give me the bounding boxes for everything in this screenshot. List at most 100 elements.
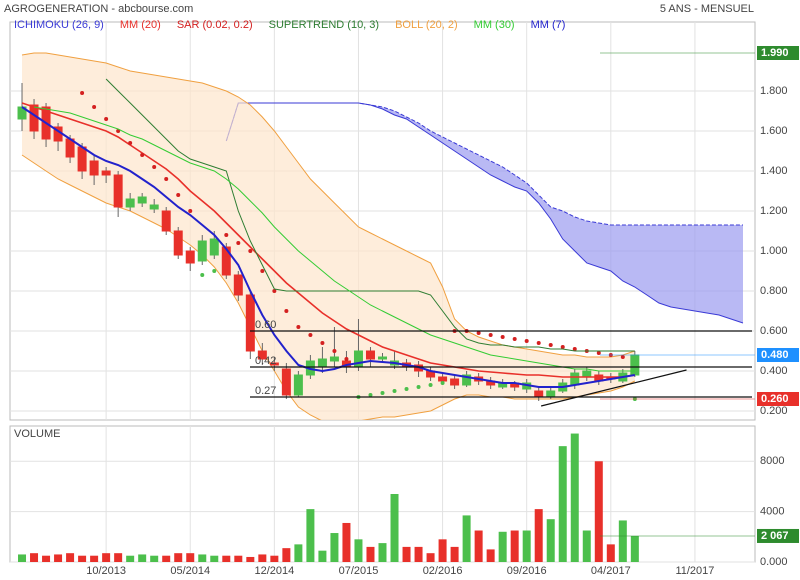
volume-bar: [510, 530, 519, 562]
sar-dot: [620, 355, 625, 359]
candle-body: [101, 170, 111, 176]
sar-dot: [320, 341, 325, 345]
volume-bar: [222, 555, 231, 562]
value-marker: [757, 528, 799, 543]
volume-bar: [438, 539, 447, 562]
volume-bar: [618, 520, 627, 562]
volume-bar: [630, 535, 639, 562]
value-marker: [757, 392, 799, 406]
volume-bar: [210, 555, 219, 562]
candle-body: [293, 374, 303, 396]
candle-body: [185, 250, 195, 264]
x-tick-label: 02/2016: [423, 565, 463, 577]
volume-bar: [282, 548, 291, 562]
sar-dot: [488, 333, 493, 337]
volume-bar: [54, 554, 63, 562]
indicator-line: [105, 78, 635, 352]
volume-bar: [30, 553, 39, 562]
sar-dot: [188, 209, 193, 213]
sar-dot: [572, 347, 577, 351]
value-marker-label: 1.990: [761, 47, 789, 59]
volume-bar: [150, 555, 159, 562]
volume-bar: [186, 553, 195, 562]
y-tick-label: 0.200: [760, 405, 788, 417]
y-tick-label: 1.400: [760, 165, 788, 177]
sar-dot: [140, 153, 145, 157]
volume-bar: [306, 509, 315, 562]
candle-body: [125, 198, 135, 208]
candle-body: [438, 376, 448, 382]
bollinger-band: [22, 53, 635, 420]
volume-bar: [102, 553, 111, 562]
y-tick-label: 1.600: [760, 125, 788, 137]
volume-bar: [318, 550, 327, 562]
value-marker: [757, 46, 799, 60]
volume-bar: [330, 533, 339, 562]
y-tick-label: 4000: [760, 506, 784, 518]
bollinger-lower: [21, 154, 636, 420]
sar-dot: [548, 343, 553, 347]
volume-bar: [294, 544, 303, 562]
legend-entry: BOLL (20, 2): [395, 19, 458, 31]
sar-dot: [536, 341, 541, 345]
sar-dot: [368, 393, 373, 397]
sar-dot: [308, 333, 313, 337]
legend-entry: MM (7): [531, 19, 566, 31]
sar-dot: [428, 383, 433, 387]
sar-dot: [224, 233, 229, 237]
y-tick-label: 0.600: [760, 325, 788, 337]
x-tick-label: 04/2017: [591, 565, 631, 577]
volume-panel: [9, 425, 756, 563]
indicator-line: [21, 106, 635, 388]
volume-bar: [606, 544, 615, 562]
candle-body: [89, 160, 99, 176]
sar-dot: [248, 249, 253, 253]
sar-dot: [260, 269, 265, 273]
candle-body: [161, 210, 171, 232]
volume-bar: [378, 543, 387, 562]
page-title: AGROGENERATION - abcbourse.com: [4, 3, 193, 15]
candle-body: [317, 358, 327, 368]
sar-dot: [92, 105, 97, 109]
candle-body: [245, 294, 255, 352]
level-label: 0.60: [255, 319, 276, 331]
volume-bar: [114, 553, 123, 562]
candle-body: [365, 350, 375, 360]
sar-dot: [176, 193, 181, 197]
sar-dot: [128, 141, 133, 145]
volume-bar: [450, 546, 459, 562]
y-tick-label: 8000: [760, 455, 784, 467]
sar-dot: [416, 385, 421, 389]
volume-bar: [42, 555, 51, 562]
sar-dot: [560, 345, 565, 349]
volume-bar: [534, 509, 543, 562]
sar-dot: [344, 357, 349, 361]
legend-entry: SAR (0.02, 0.2): [177, 19, 253, 31]
sar-dot: [500, 335, 505, 339]
candle-body: [546, 390, 556, 398]
volume-bar: [474, 530, 483, 562]
volume-bar: [234, 555, 243, 562]
candle-body: [582, 370, 592, 378]
candle-body: [329, 356, 339, 362]
volume-bar: [582, 530, 591, 562]
volume-bar: [390, 494, 399, 562]
volume-bar: [414, 546, 423, 562]
volume-bar: [66, 553, 75, 562]
sar-dot: [392, 389, 397, 393]
sar-dot: [332, 349, 337, 353]
volume-bar: [498, 531, 507, 562]
candle-body: [113, 174, 123, 208]
volume-bar: [258, 554, 267, 562]
volume-bar: [18, 554, 27, 562]
volume-bar: [270, 555, 279, 562]
period: 5 ANS - MENSUEL: [660, 3, 754, 15]
ichimoku-cloud: [226, 103, 744, 323]
y-tick-label: 1.000: [760, 245, 788, 257]
ichimoku-span-b: [225, 102, 744, 324]
candle-body: [353, 350, 363, 368]
value-marker-label: 2 067: [761, 530, 789, 542]
candle-body: [197, 240, 207, 262]
sar-dot: [512, 337, 517, 341]
